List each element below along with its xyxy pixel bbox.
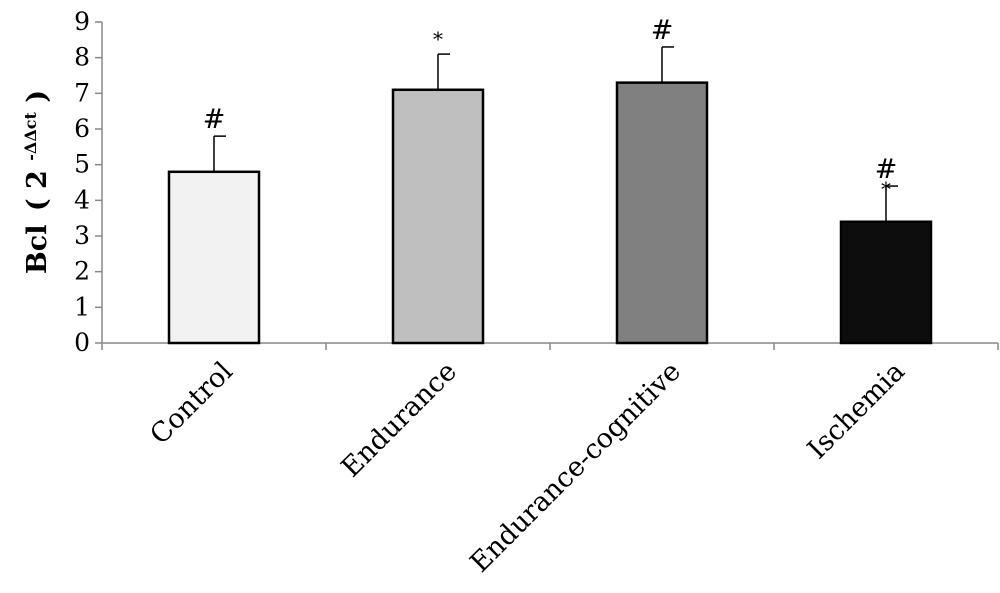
significance-annotation: # <box>203 104 226 135</box>
bar-endurance <box>391 88 485 345</box>
y-tick-label: 8 <box>74 43 90 72</box>
y-tick-label: 5 <box>74 150 90 179</box>
significance-annotation: * <box>433 27 443 51</box>
y-axis-label-main: Bcl <box>22 225 53 275</box>
x-tick-label: Endurance <box>335 356 462 483</box>
y-axis-label-base: 2 <box>22 170 53 189</box>
hash-mark: # <box>203 104 226 135</box>
y-tick-label: 0 <box>74 328 90 357</box>
y-tick-label: 6 <box>74 114 90 143</box>
bar-ischemia <box>839 220 933 345</box>
y-axis-label-paren-open: ( <box>22 198 53 211</box>
x-tick-label: Ischemia <box>802 356 911 465</box>
bar-control <box>167 170 261 345</box>
hash-mark: # <box>875 154 898 185</box>
y-tick-label: 7 <box>74 78 90 107</box>
y-tick-label: 4 <box>74 185 90 214</box>
bar-endurance-cognitive <box>615 81 709 345</box>
asterisk-mark: * <box>881 177 891 201</box>
x-tick-label: Control <box>144 356 239 451</box>
y-axis-label-sup: -ΔΔct <box>21 112 40 161</box>
y-tick-label: 1 <box>74 292 90 321</box>
y-tick-label: 3 <box>74 221 90 250</box>
bars <box>167 46 933 345</box>
y-tick-label: 9 <box>74 7 90 36</box>
hash-mark: # <box>651 15 674 46</box>
y-axis-label-paren-close: ) <box>22 90 53 103</box>
significance-annotation: # <box>651 15 674 46</box>
x-tick-label: Endurance-cognitive <box>464 356 687 579</box>
y-axis-label: Bcl ( 2 -ΔΔct ) <box>12 90 53 274</box>
asterisk-mark: * <box>433 27 443 51</box>
significance-annotation: # * <box>875 154 898 201</box>
y-tick-label: 2 <box>74 257 90 286</box>
